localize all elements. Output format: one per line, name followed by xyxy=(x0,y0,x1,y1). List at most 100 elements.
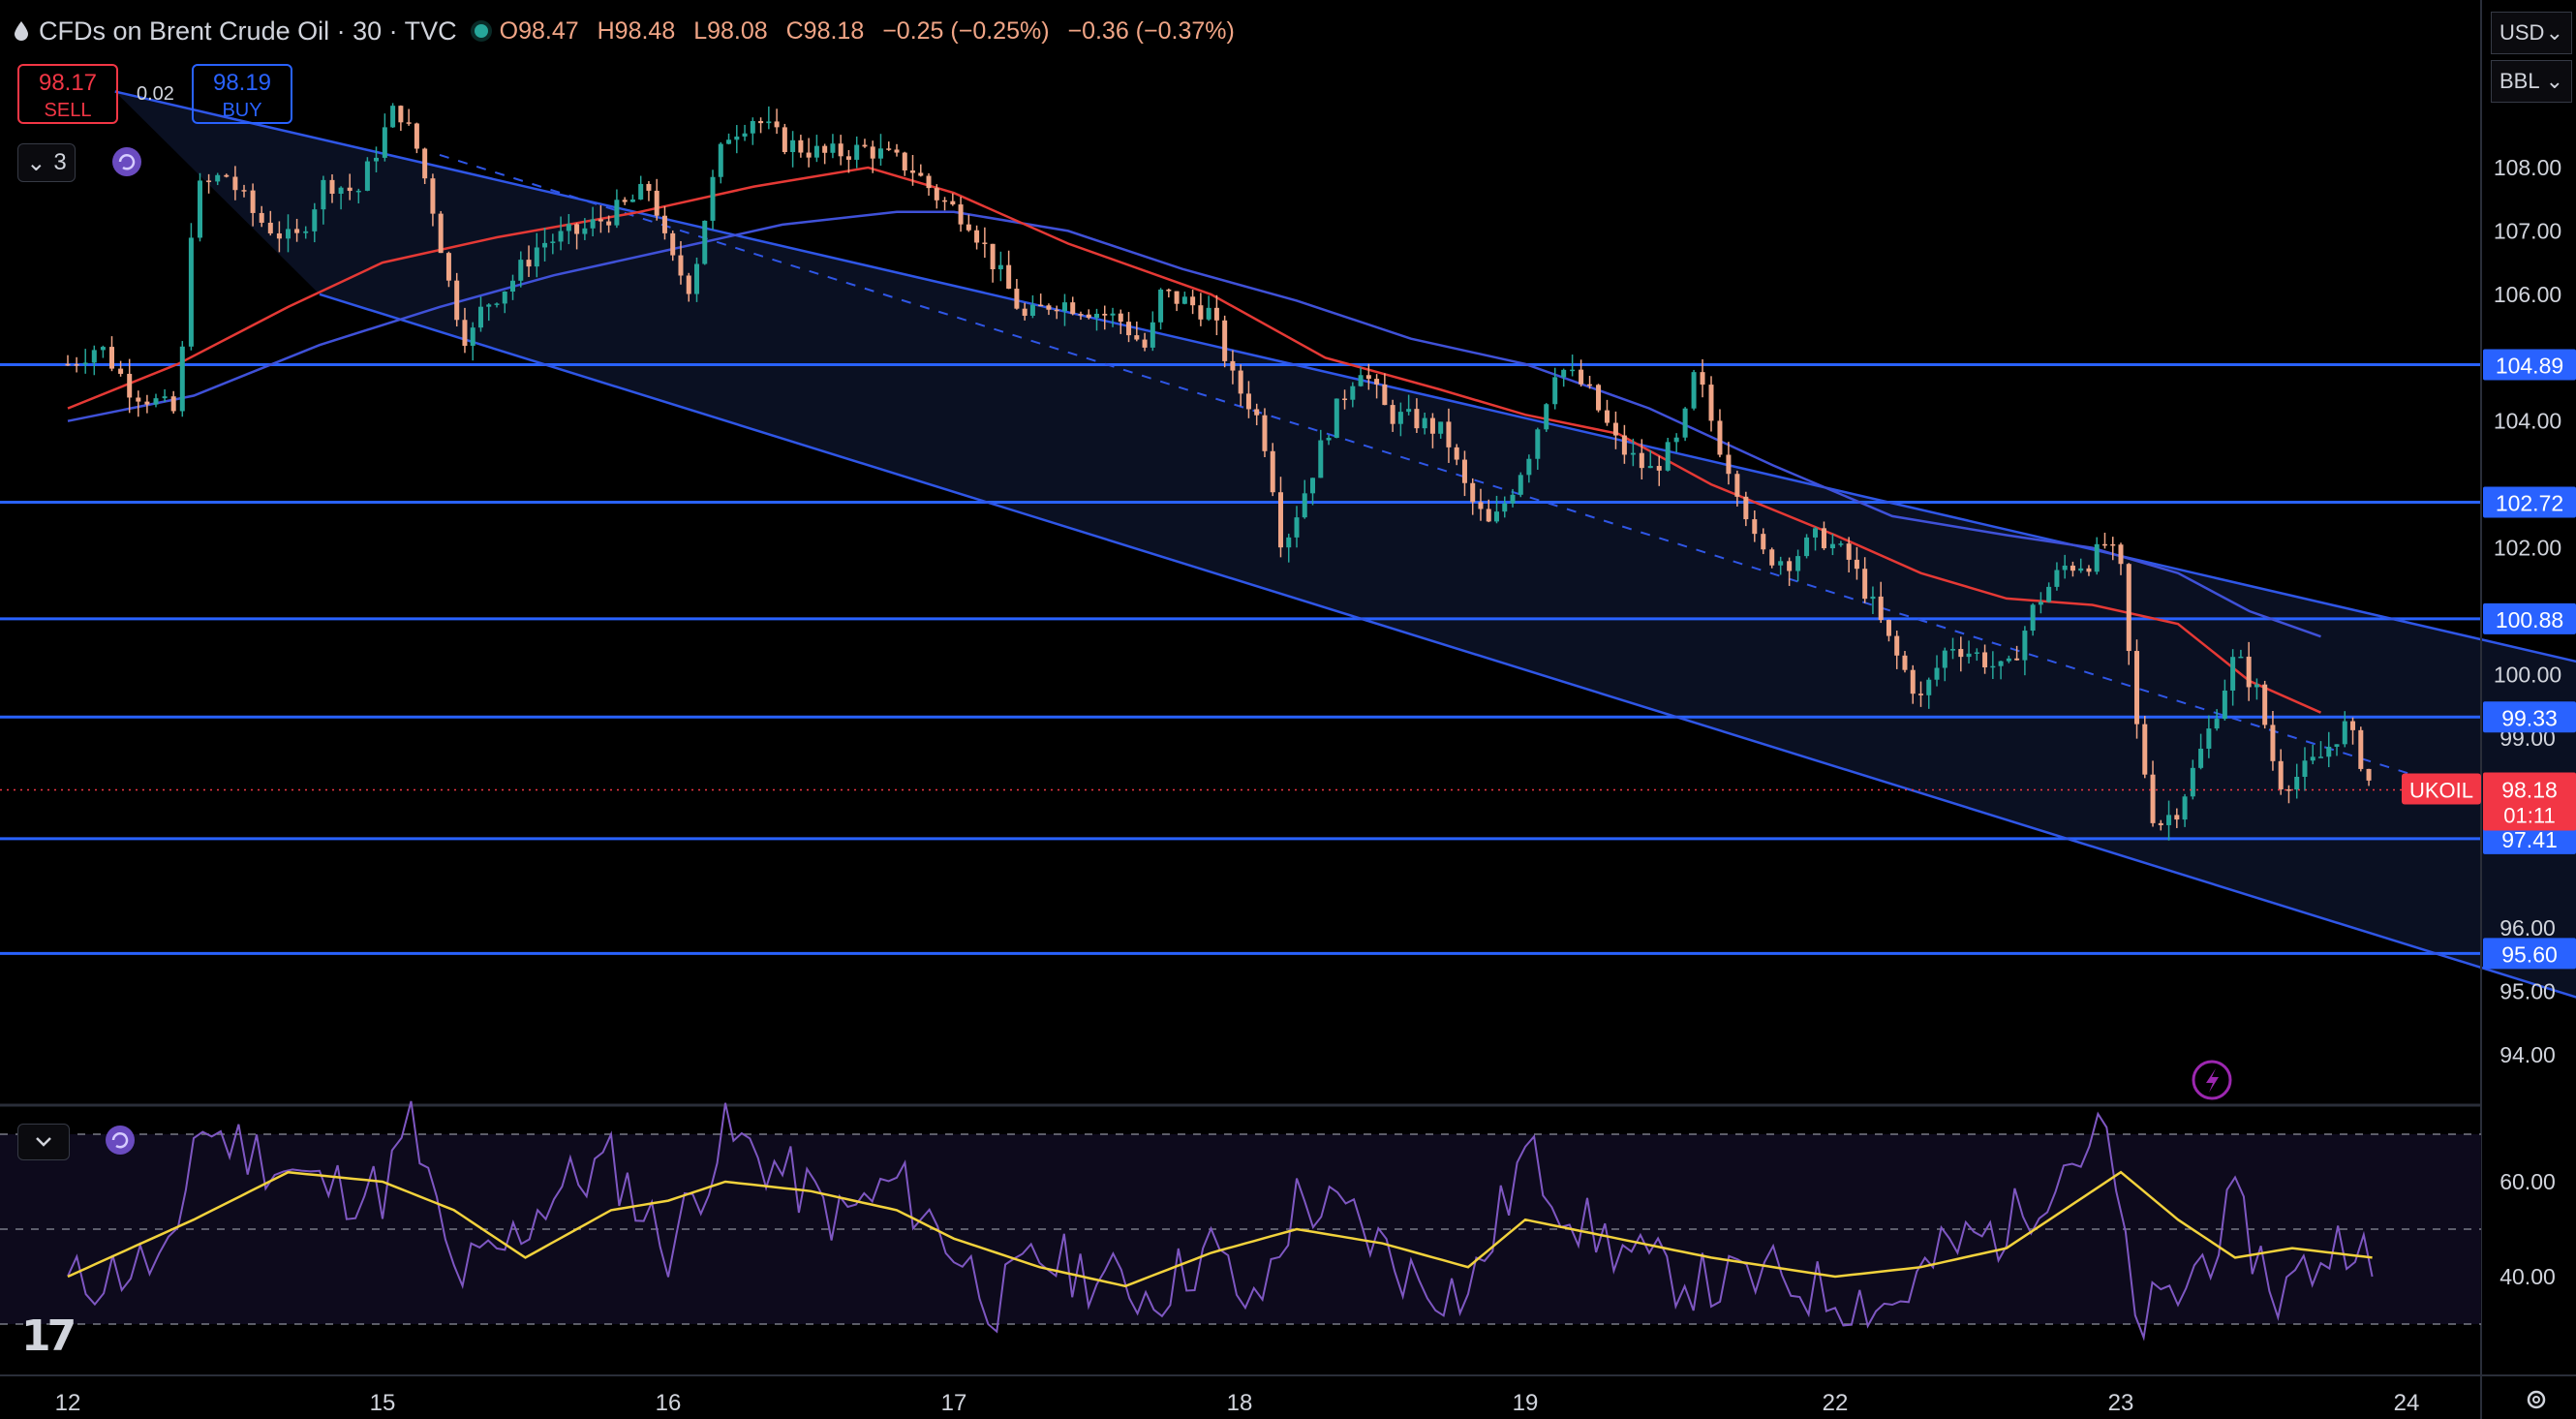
candle-body xyxy=(1769,549,1775,566)
lightning-icon[interactable] xyxy=(2192,1060,2232,1100)
level-label-bg xyxy=(2483,349,2576,381)
candle-body xyxy=(1942,650,1947,668)
price-tick-label: 94.00 xyxy=(2499,1042,2556,1067)
candle-body xyxy=(1535,429,1541,459)
candle-body xyxy=(1570,369,1576,372)
candle-body xyxy=(1206,307,1211,320)
candle-body xyxy=(590,219,596,229)
candle-body xyxy=(170,396,176,412)
candle-body xyxy=(886,148,892,150)
candle-body xyxy=(2110,543,2116,546)
candle-body xyxy=(1552,377,1558,405)
candle-body xyxy=(1486,509,1491,522)
time-tick-label: 23 xyxy=(2108,1390,2134,1416)
candle-body xyxy=(1310,478,1316,494)
unit-select[interactable]: BBL ⌄ xyxy=(2491,60,2572,103)
rsi-collapse-button[interactable] xyxy=(17,1124,70,1160)
time-tick-label: 22 xyxy=(1823,1390,1849,1416)
chevron-down-icon: ⌄ xyxy=(2545,20,2563,45)
candle-body xyxy=(1110,313,1116,316)
candle-body xyxy=(2285,788,2291,791)
candle-body xyxy=(486,304,492,307)
candle-body xyxy=(982,242,988,244)
rsi-refresh-icon[interactable] xyxy=(106,1126,135,1155)
ma-fast-line xyxy=(67,166,2322,714)
candle-body xyxy=(1665,442,1671,471)
currency-select[interactable]: USD ⌄ xyxy=(2491,12,2572,54)
indicators-toggle-button[interactable]: ⌄ 3 xyxy=(17,143,76,182)
candle-body xyxy=(1286,537,1292,548)
candle-body xyxy=(422,148,428,179)
candle-body xyxy=(718,143,723,177)
candle-body xyxy=(2118,544,2124,565)
sell-button[interactable]: 98.17 SELL xyxy=(17,64,118,124)
tradingview-logo[interactable]: 17 xyxy=(21,1311,77,1361)
candle-body xyxy=(926,175,932,189)
candle-body xyxy=(526,260,532,267)
candle-body xyxy=(259,212,264,223)
candle-body xyxy=(1821,528,1826,549)
candle-body xyxy=(1342,398,1348,401)
oil-drop-icon xyxy=(15,21,28,41)
currency-value: USD xyxy=(2499,20,2545,45)
descending-channel xyxy=(114,90,2576,999)
candle-body xyxy=(1998,661,2004,666)
candle-body xyxy=(2294,776,2300,790)
candle-body xyxy=(2206,728,2212,749)
price-tick-label: 107.00 xyxy=(2494,218,2561,243)
candle-body xyxy=(215,174,221,182)
candle-body xyxy=(942,200,948,202)
sell-price: 98.17 xyxy=(38,70,98,96)
candle-body xyxy=(1950,649,1956,651)
candle-body xyxy=(1717,420,1723,455)
price-tick-label: 106.00 xyxy=(2494,282,2561,307)
candle-body xyxy=(1006,264,1012,290)
time-tick-label: 16 xyxy=(656,1390,682,1416)
time-axis[interactable]: 12 15 16 17 18 19 22 23 24 xyxy=(55,1390,2420,1416)
level-label-bg xyxy=(2483,602,2576,634)
candle-body xyxy=(1334,398,1339,439)
candle-body xyxy=(2134,651,2140,725)
buy-button[interactable]: 98.19 BUY xyxy=(192,64,292,124)
time-tick-label: 19 xyxy=(1513,1390,1539,1416)
candle-body xyxy=(1878,596,1884,621)
channel-middle xyxy=(439,153,2576,827)
candle-body xyxy=(2366,768,2372,781)
candle-body xyxy=(558,231,564,242)
candle-body xyxy=(766,121,772,124)
gear-icon[interactable] xyxy=(2524,1387,2549,1412)
high-value: H98.48 xyxy=(597,16,676,45)
candle-body xyxy=(1787,561,1793,571)
candle-body xyxy=(1254,409,1260,416)
candle-body xyxy=(758,120,764,124)
candle-body xyxy=(1461,459,1467,483)
candle-body xyxy=(2038,602,2043,605)
replay-icon[interactable] xyxy=(112,147,141,176)
candle-body xyxy=(1198,305,1204,320)
time-tick-label: 24 xyxy=(2394,1390,2420,1416)
candle-body xyxy=(2046,586,2052,602)
candle-body xyxy=(1390,405,1395,424)
candle-body xyxy=(1046,305,1052,310)
symbol-title[interactable]: CFDs on Brent Crude Oil · 30 · TVC xyxy=(39,15,457,46)
candle-body xyxy=(355,190,361,193)
candle-body xyxy=(1734,474,1740,497)
candle-body xyxy=(1078,314,1084,316)
level-label: 95.60 xyxy=(2501,941,2558,967)
candle-body xyxy=(510,280,516,293)
candle-body xyxy=(862,144,868,147)
candle-body xyxy=(1494,511,1499,522)
price-axis[interactable]: 108.00107.00106.00104.00102.00100.0099.0… xyxy=(2494,155,2561,1067)
candle-body xyxy=(1587,384,1593,386)
candle-body xyxy=(934,188,939,201)
candle-body xyxy=(654,190,659,216)
candle-body xyxy=(950,201,956,205)
candle-body xyxy=(1134,335,1140,340)
candle-body xyxy=(638,183,644,200)
level-label: 97.41 xyxy=(2501,827,2558,852)
price-tick-label: 96.00 xyxy=(2499,915,2556,941)
candle-body xyxy=(2214,719,2220,729)
candle-body xyxy=(1150,322,1155,348)
